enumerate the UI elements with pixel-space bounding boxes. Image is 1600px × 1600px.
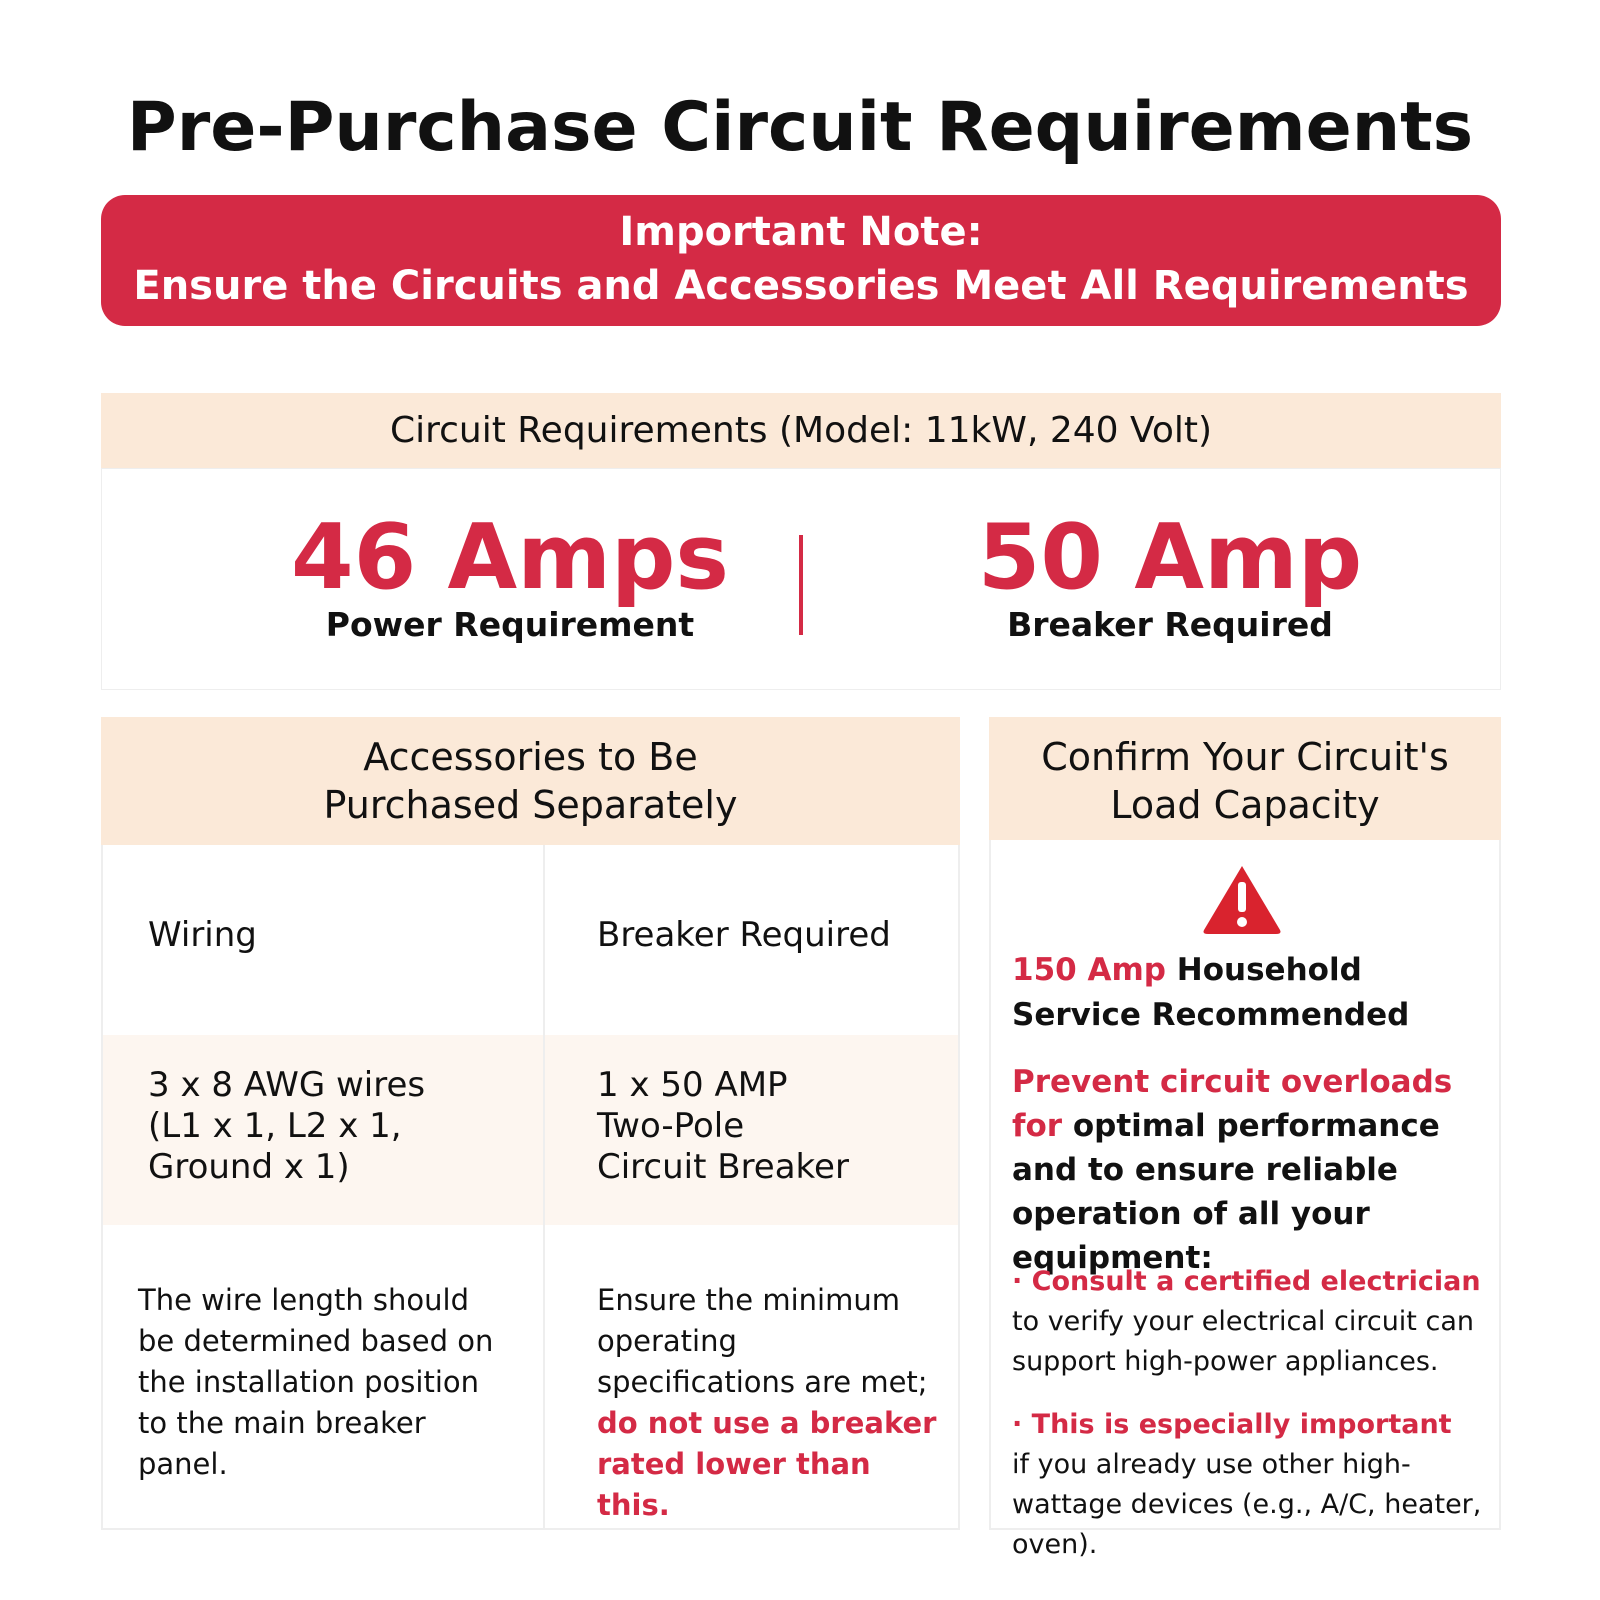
note-text: The wire length should be determined bas… xyxy=(138,1283,494,1481)
spec-line: 1 x 50 AMP xyxy=(597,1065,788,1105)
highlight: Prevent circuit overloads for xyxy=(1012,1064,1453,1144)
bullet: · Consult a certified electrician to veri… xyxy=(1012,1262,1497,1382)
header-line: Accessories to Be xyxy=(363,735,698,779)
note-text: Ensure the minimum operating specificati… xyxy=(597,1283,928,1399)
spec: 3 x 8 AWG wires (L1 x 1, L2 x 1, Ground x … xyxy=(148,1065,425,1188)
note-highlight: do not use a breaker rated lower than th… xyxy=(597,1406,937,1522)
note-line: Ensure the Circuits and Accessories Meet… xyxy=(133,263,1469,309)
load-box xyxy=(989,840,1501,1530)
column-heading: Breaker Required xyxy=(597,915,891,955)
load-header: Confirm Your Circuit's Load Capacity xyxy=(989,717,1501,840)
note-line: Important Note: xyxy=(619,209,983,255)
text: optimal performance and to ensure reliab… xyxy=(1012,1108,1440,1276)
bullet: · This is especially important if you alr… xyxy=(1012,1405,1497,1565)
recommendation: 150 Amp Household Service Recommended xyxy=(1012,948,1482,1038)
header-line: Purchased Separately xyxy=(323,783,738,827)
spec-line: Ground x 1) xyxy=(148,1147,350,1187)
spec-line: Two-Pole xyxy=(597,1106,745,1146)
big-value: 46 Amps xyxy=(290,505,729,610)
spec-line: Circuit Breaker xyxy=(597,1147,849,1187)
spec-row xyxy=(103,1035,958,1225)
header-line: Load Capacity xyxy=(1110,783,1380,827)
accessories-table xyxy=(101,845,960,1530)
requirements-box xyxy=(101,468,1501,690)
divider xyxy=(799,535,803,635)
spec-line: (L1 x 1, L2 x 1, xyxy=(148,1106,402,1146)
value-label: Power Requirement xyxy=(325,605,695,644)
big-value: 50 Amp xyxy=(977,505,1363,610)
value-label: Breaker Required xyxy=(1007,605,1333,644)
text: Household Service Recommended xyxy=(1012,952,1410,1033)
column-note: Ensure the minimum operating specificati… xyxy=(597,1280,937,1526)
column-divider xyxy=(543,845,545,1530)
column-note: The wire length should be determined bas… xyxy=(138,1280,513,1485)
spec: 1 x 50 AMP Two-Pole Circuit Breaker xyxy=(597,1065,849,1188)
accessories-header: Accessories to Be Purchased Separately xyxy=(101,717,960,845)
note-banner: Important Note: Ensure the Circuits and … xyxy=(101,195,1501,326)
header-line: Confirm Your Circuit's xyxy=(1041,735,1449,779)
column-heading: Wiring xyxy=(148,915,257,955)
bullet-title: · Consult a certified electrician xyxy=(1012,1266,1481,1297)
requirements-header: Circuit Requirements (Model: 11kW, 240 V… xyxy=(101,393,1501,468)
spec-line: 3 x 8 AWG wires xyxy=(148,1065,426,1105)
title: Pre-Purchase Circuit Requirements xyxy=(126,88,1474,167)
bullet-text: if you already use other high-wattage de… xyxy=(1012,1449,1482,1560)
highlight: 150 Amp xyxy=(1012,952,1166,988)
warning-icon xyxy=(1203,866,1281,934)
prevent: Prevent circuit overloads for optimal pe… xyxy=(1012,1060,1492,1280)
bullet-title: · This is especially important xyxy=(1012,1409,1452,1440)
bullet-text: to verify your electrical circuit can su… xyxy=(1012,1306,1474,1377)
